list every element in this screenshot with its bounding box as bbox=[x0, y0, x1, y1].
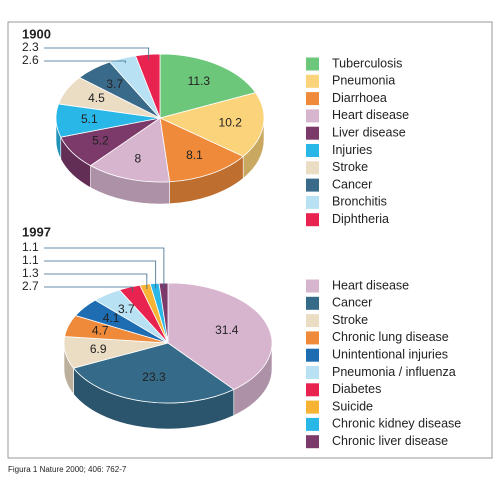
slice bbox=[167, 282, 273, 390]
data-label: 4.7 bbox=[92, 323, 109, 337]
legend-swatch bbox=[306, 383, 319, 397]
data-label: 1.1 bbox=[22, 253, 39, 267]
legend-label: Unintentional injuries bbox=[332, 347, 448, 361]
data-label: 2.7 bbox=[22, 279, 39, 293]
data-label: 3.7 bbox=[118, 302, 135, 316]
legend-label: Bronchitis bbox=[332, 195, 387, 209]
legend-label: Suicide bbox=[332, 399, 373, 413]
legend-label: Heart disease bbox=[332, 278, 409, 292]
legend-swatch bbox=[306, 144, 319, 157]
slice bbox=[89, 117, 171, 183]
legend-swatch bbox=[306, 279, 319, 293]
data-label: 1.3 bbox=[22, 266, 39, 280]
legend-label: Injuries bbox=[332, 143, 372, 157]
data-label: 8 bbox=[134, 151, 141, 165]
legend-label: Chronic lung disease bbox=[332, 330, 449, 344]
legend-swatch bbox=[306, 109, 319, 123]
leader-line bbox=[44, 47, 150, 60]
slice bbox=[158, 92, 265, 157]
legend-label: Chronic liver disease bbox=[332, 434, 448, 448]
legend-label: Pneumonia / influenza bbox=[332, 365, 456, 379]
data-label: 5.2 bbox=[92, 134, 109, 148]
legend-swatch bbox=[306, 296, 319, 310]
legend-swatch bbox=[306, 400, 319, 414]
leader-line bbox=[44, 60, 126, 64]
legend-swatch bbox=[306, 74, 319, 88]
data-label: 1.1 bbox=[22, 240, 39, 254]
legend-swatch bbox=[306, 314, 319, 328]
legend-swatch bbox=[306, 92, 319, 106]
legend-swatch bbox=[306, 331, 319, 345]
slice bbox=[159, 117, 244, 183]
data-label: 2.3 bbox=[22, 40, 39, 54]
legend-swatch bbox=[306, 366, 319, 379]
legend-swatch bbox=[306, 435, 319, 449]
legend-swatch bbox=[306, 348, 319, 362]
legend-swatch bbox=[306, 126, 319, 140]
slice bbox=[135, 53, 161, 119]
data-label: 31.4 bbox=[215, 323, 239, 337]
legend-label: Chronic kidney disease bbox=[332, 417, 461, 431]
legend-label: Diarrhoea bbox=[332, 91, 387, 105]
legend-label: Tuberculosis bbox=[332, 56, 402, 70]
legend-swatch bbox=[306, 213, 319, 227]
legend-label: Cancer bbox=[332, 177, 372, 191]
data-label: 11.3 bbox=[188, 74, 211, 88]
data-label: 3.7 bbox=[106, 77, 123, 91]
legend-label: Heart disease bbox=[332, 108, 409, 122]
data-label: 10.2 bbox=[219, 115, 243, 129]
frame bbox=[7, 21, 493, 459]
data-label: 4.1 bbox=[103, 311, 120, 325]
leader-line bbox=[44, 247, 165, 288]
legend-swatch bbox=[306, 195, 319, 209]
legend-swatch bbox=[306, 178, 319, 192]
data-label: 4.5 bbox=[88, 91, 105, 105]
legend-label: Pneumonia bbox=[332, 74, 395, 88]
data-label: 5.1 bbox=[81, 112, 98, 126]
chart-title: 1900 bbox=[22, 26, 51, 41]
data-label: 6.9 bbox=[90, 342, 107, 356]
slice bbox=[72, 342, 235, 404]
legend-label: Stroke bbox=[332, 313, 368, 327]
data-label: 2.6 bbox=[22, 53, 39, 67]
legend-swatch bbox=[306, 417, 319, 431]
data-label: 8.1 bbox=[186, 148, 203, 162]
leader-line bbox=[44, 286, 133, 292]
leader-line bbox=[44, 273, 148, 290]
data-label: 23.3 bbox=[142, 370, 166, 384]
legend-label: Liver disease bbox=[332, 125, 406, 139]
slice bbox=[159, 53, 257, 119]
legend-label: Diphtheria bbox=[332, 212, 389, 226]
legend-label: Cancer bbox=[332, 296, 372, 310]
chart-title: 1997 bbox=[22, 224, 51, 239]
legend-label: Stroke bbox=[332, 160, 368, 174]
caption: Figura 1 Nature 2000; 406: 762-7 bbox=[8, 465, 127, 474]
legend-swatch bbox=[306, 57, 319, 71]
leader-line bbox=[44, 260, 157, 289]
legend-swatch bbox=[306, 161, 319, 175]
legend-label: Diabetes bbox=[332, 382, 381, 396]
